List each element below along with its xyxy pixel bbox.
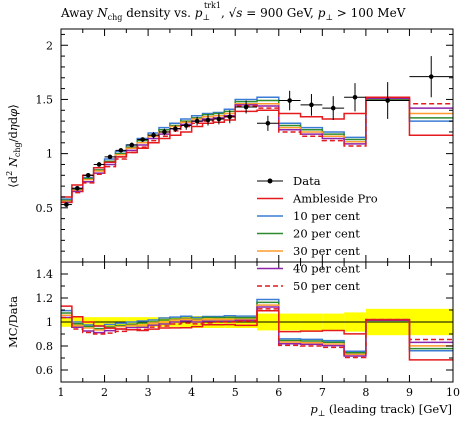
ratio-y-tick-label: 1.4 — [36, 268, 54, 281]
legend-label-20-per-cent: 20 per cent — [293, 227, 360, 241]
ratio-y-tick-label: 0.8 — [36, 340, 54, 353]
data-point — [162, 129, 167, 135]
y-tick-label: 1.5 — [36, 93, 54, 106]
x-tick-label: 10 — [446, 386, 460, 399]
x-tick-label: 1 — [58, 386, 65, 399]
legend-label-ambleside-pro: Ambleside Pro — [292, 192, 378, 206]
ratio-y-tick-label: 0.6 — [36, 364, 54, 377]
legend-label-40-per-cent: 40 per cent — [293, 262, 360, 276]
data-point — [107, 154, 113, 160]
series-line-ambleside-pro — [61, 96, 453, 198]
ratio-y-tick-label: 1 — [46, 316, 53, 329]
x-tick-label: 2 — [101, 386, 108, 399]
ratio-line-10-per-cent — [61, 298, 453, 352]
data-point — [216, 116, 222, 122]
y-axis-title: ⟨d2 Nchg/dηdφ⟩ — [5, 104, 22, 188]
ratio-plot-area — [61, 298, 453, 361]
legend-label-30-per-cent: 30 per cent — [293, 244, 360, 258]
legend-label-10-per-cent: 10 per cent — [293, 209, 360, 223]
data-point — [243, 104, 249, 110]
legend-label-data: Data — [293, 174, 321, 188]
data-point — [129, 142, 135, 148]
data-point — [85, 173, 91, 178]
data-point — [64, 202, 69, 207]
x-tick-label: 4 — [188, 386, 195, 399]
data-point — [287, 98, 292, 103]
data-point — [173, 126, 178, 132]
data-point — [205, 117, 211, 123]
chart-title: Away Nchg density vs. p⊥trk1, √s = 900 G… — [60, 1, 406, 22]
main-plot-frame — [60, 28, 454, 263]
legend-marker-data-dot — [267, 178, 273, 184]
legend-label-50-per-cent: 50 per cent — [293, 279, 360, 293]
ratio-line-ambleside-pro — [61, 305, 453, 361]
data-point — [309, 102, 314, 108]
main-plot-area — [61, 56, 453, 207]
series-line-50-per-cent — [61, 96, 453, 204]
series-line-10-per-cent — [61, 96, 453, 200]
ratio-y-tick-label: 1.2 — [36, 292, 54, 305]
data-point — [428, 74, 434, 79]
x-tick-label: 7 — [319, 386, 326, 399]
data-point — [151, 132, 156, 138]
x-tick-label: 9 — [406, 386, 413, 399]
data-point — [75, 186, 80, 191]
data-point — [140, 137, 145, 142]
axis-ticks: 1 2 3 4 5 6 7 8 9 10 0.5 1 1.5 2 0.6 0.8 1 1.2 1.4 — [36, 29, 460, 399]
x-tick-label: 6 — [275, 386, 282, 399]
x-tick-label: 5 — [232, 386, 239, 399]
y-tick-label: 2 — [46, 39, 53, 52]
data-point — [227, 114, 233, 120]
data-point — [118, 148, 124, 153]
ratio-line-40-per-cent — [61, 306, 453, 357]
x-tick-label: 3 — [145, 386, 152, 399]
y-tick-label: 1 — [46, 148, 53, 161]
data-point — [265, 120, 271, 126]
data-point — [183, 123, 189, 128]
y-tick-label: 0.5 — [36, 202, 54, 215]
x-tick-label: 8 — [362, 386, 369, 399]
data-point — [385, 98, 390, 103]
ratio-y-axis-title: MC/Data — [6, 296, 20, 348]
data-point — [330, 105, 336, 111]
x-axis-title: p⊥ (leading track) [GeV] — [310, 402, 452, 418]
legend: Data Ambleside Pro 10 per cent 20 per cent 3… — [257, 174, 378, 293]
data-point — [194, 118, 200, 124]
data-point — [352, 94, 358, 100]
ratio-line-50-per-cent — [61, 308, 453, 359]
data-point — [96, 162, 102, 167]
